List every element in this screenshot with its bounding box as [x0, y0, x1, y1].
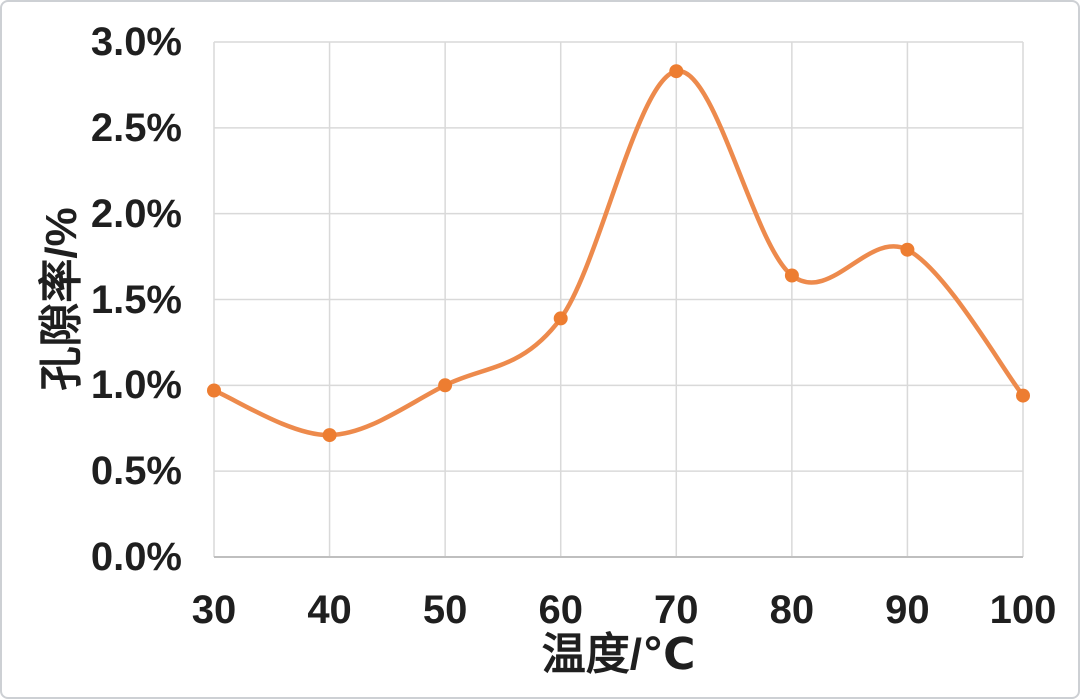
data-point-marker — [207, 383, 221, 398]
y-tick-label: 1.0% — [90, 363, 182, 408]
x-tick-label: 30 — [191, 588, 237, 632]
series-line — [211, 68, 1026, 438]
y-tick-label: 3.0% — [90, 20, 182, 64]
data-point-marker — [553, 311, 568, 326]
x-tick-label: 40 — [307, 588, 352, 632]
y-tick-label: 2.5% — [90, 105, 182, 150]
y-tick-label: 0.5% — [90, 449, 182, 494]
data-point-marker — [438, 378, 453, 393]
y-axis-title: 孔隙率/% — [37, 207, 86, 391]
y-tick-label: 0.0% — [90, 535, 182, 579]
data-point-marker — [1016, 388, 1030, 403]
data-point-marker — [669, 64, 684, 79]
x-tick-label: 50 — [422, 588, 468, 632]
y-tick-label: 1.5% — [90, 277, 182, 322]
x-tick-label: 60 — [538, 588, 583, 632]
x-tick-label: 80 — [769, 588, 815, 632]
x-tick-label: 70 — [654, 588, 699, 632]
x-axis-title: 温度/℃ — [541, 630, 696, 679]
data-point-marker — [900, 242, 915, 257]
y-tick-label: 2.0% — [90, 191, 182, 236]
data-point-marker — [784, 268, 799, 283]
x-tick-label: 90 — [885, 588, 930, 632]
data-point-marker — [322, 428, 337, 443]
x-tick-label: 100 — [989, 588, 1057, 632]
